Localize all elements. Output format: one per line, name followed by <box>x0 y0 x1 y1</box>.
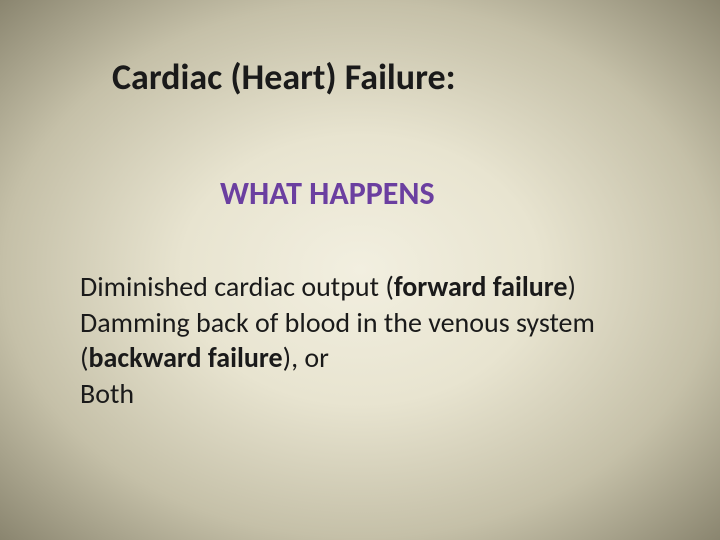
body-bold-forward: forward failure <box>394 269 568 304</box>
body-bold-backward: backward failure <box>89 340 283 375</box>
slide-title: Cardiac (Heart) Failure: <box>0 58 720 98</box>
body-line-1: Diminished cardiac output (forward failu… <box>80 269 680 305</box>
body-line-2: Damming back of blood in the venous syst… <box>80 305 680 341</box>
slide-container: Cardiac (Heart) Failure: WHAT HAPPENS Di… <box>0 0 720 540</box>
body-text-segment: ( <box>80 340 89 375</box>
slide-body: Diminished cardiac output (forward failu… <box>0 269 720 412</box>
body-text-segment: Diminished cardiac output ( <box>80 269 394 304</box>
body-line-3: (backward failure), or <box>80 340 680 376</box>
body-text-segment: ), or <box>283 340 329 375</box>
slide-subtitle: WHAT HAPPENS <box>0 176 720 211</box>
body-line-4: Both <box>80 376 680 412</box>
body-text-segment: ) <box>568 269 577 304</box>
